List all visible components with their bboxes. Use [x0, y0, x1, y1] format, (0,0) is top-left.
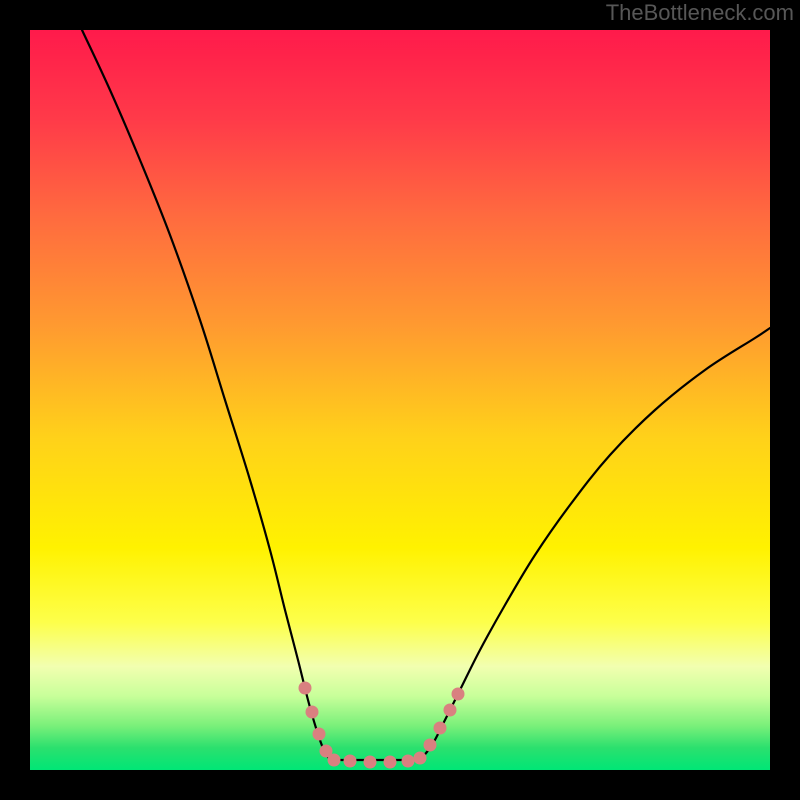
marker-bead	[328, 754, 341, 767]
marker-bead	[313, 728, 326, 741]
marker-bead	[299, 682, 312, 695]
chart-svg	[0, 0, 800, 800]
marker-bead	[414, 752, 427, 765]
plot-area	[30, 30, 770, 770]
watermark-text: TheBottleneck.com	[606, 0, 794, 26]
marker-bead	[434, 722, 447, 735]
marker-bead	[364, 756, 377, 769]
marker-bead	[344, 755, 357, 768]
marker-bead	[384, 756, 397, 769]
marker-bead	[452, 688, 465, 701]
marker-bead	[424, 739, 437, 752]
marker-bead	[402, 755, 415, 768]
marker-bead	[306, 706, 319, 719]
marker-bead	[444, 704, 457, 717]
